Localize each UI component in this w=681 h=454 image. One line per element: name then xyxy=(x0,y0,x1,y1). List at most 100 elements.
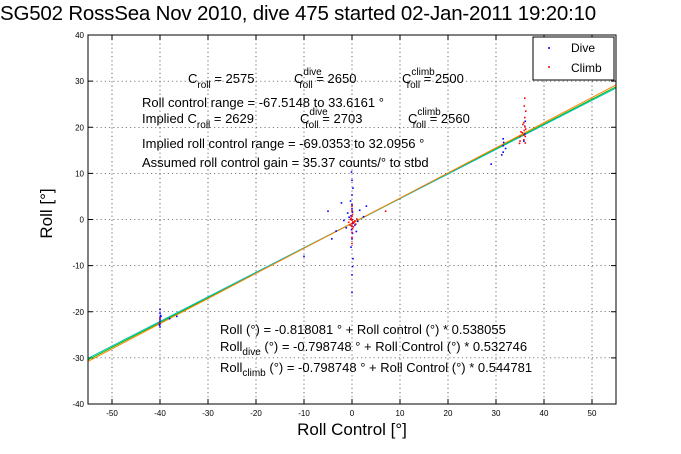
dive-point xyxy=(159,308,161,311)
dive-point xyxy=(168,317,171,320)
annotation-c-roll-dive: Cdive roll = 2650 xyxy=(294,67,356,91)
y-tick-label: 30 xyxy=(75,77,84,86)
dive-point xyxy=(500,154,503,156)
annotation-implied-c-roll: Implied Croll = 2629 xyxy=(142,111,254,131)
climb-point xyxy=(523,105,526,107)
annotation-base: Implied C xyxy=(142,111,197,126)
climb-point xyxy=(524,142,527,144)
dive-point xyxy=(365,205,368,207)
dive-point xyxy=(502,151,504,153)
climb-point xyxy=(523,129,526,132)
dive-point xyxy=(159,316,161,319)
dive-point xyxy=(331,238,333,240)
climb-point xyxy=(350,217,352,219)
dive-point xyxy=(351,265,354,268)
grid-lines xyxy=(88,35,616,404)
plot-frame xyxy=(87,34,617,405)
annotation-superscript: dive xyxy=(309,107,328,118)
annotation-assumed-gain: Assumed roll control gain = 35.37 counts… xyxy=(142,155,429,170)
climb-point xyxy=(352,226,355,228)
annotation-superscript: climb xyxy=(411,67,435,78)
climb-point xyxy=(524,125,526,128)
dive-point xyxy=(303,255,305,258)
y-axis-ticks: -40 -30 -20 -10 0 10 20 30 40 xyxy=(72,31,616,409)
dive-point xyxy=(354,224,356,226)
y-tick-label: -40 xyxy=(72,400,84,409)
dive-point xyxy=(351,238,353,240)
x-axis-ticks: -50 -40 -30 -20 -10 0 10 20 30 40 50 xyxy=(106,35,597,418)
y-axis-label: Roll [°] xyxy=(37,188,56,238)
annotations: Croll = 2575 Cdive roll = 2650 Cclimb roll… xyxy=(142,67,532,379)
dive-point xyxy=(351,274,353,276)
annotation-implied-c-roll-dive: Cdive roll = 2703 xyxy=(300,107,362,131)
dive-point xyxy=(352,187,354,189)
dive-point xyxy=(502,144,504,147)
annotation-value: = 2650 xyxy=(313,71,357,86)
annotation-value: (°) = -0.798748 ° + Roll Control (°) * 0… xyxy=(266,360,532,375)
data-points xyxy=(158,97,527,328)
annotation-c-roll-climb: Cclimb roll = 2500 xyxy=(402,67,464,91)
dive-point xyxy=(524,133,526,135)
climb-point xyxy=(352,221,354,223)
climb-point xyxy=(521,131,524,134)
y-tick-label: -10 xyxy=(72,262,84,271)
climb-point xyxy=(349,218,352,221)
annotation-superscript: dive xyxy=(303,67,322,78)
climb-point xyxy=(523,121,525,124)
y-tick-label: 0 xyxy=(80,216,85,225)
x-tick-label: 50 xyxy=(588,409,597,418)
annotation-implied-range: Implied roll control range = -69.0353 to… xyxy=(142,136,424,151)
dive-point xyxy=(160,315,162,318)
climb-point xyxy=(158,322,161,324)
climb-point xyxy=(524,135,527,138)
dive-point xyxy=(159,314,162,317)
dive-point xyxy=(346,212,349,214)
annotation-base: C xyxy=(408,111,417,126)
climb-point xyxy=(353,221,355,224)
dive-point xyxy=(351,291,353,294)
climb-point xyxy=(351,242,353,245)
dive-point xyxy=(352,222,354,224)
dive-point xyxy=(356,220,359,223)
annotation-subscript: roll xyxy=(197,80,210,91)
annotation-roll-control-range: Roll control range = -67.5148 to 33.6161… xyxy=(142,95,384,110)
climb-point xyxy=(522,123,524,126)
legend: Dive Climb xyxy=(532,36,615,81)
climb-point xyxy=(524,128,527,130)
dive-point xyxy=(502,141,505,144)
annotation-subscript: roll xyxy=(413,120,426,131)
x-tick-label: 20 xyxy=(444,409,453,418)
dive-point xyxy=(159,312,161,314)
dive-point xyxy=(523,140,525,142)
dive-point xyxy=(502,137,504,140)
annotation-subscript: roll xyxy=(299,80,312,91)
dive-point xyxy=(358,209,361,212)
dive-point xyxy=(355,230,358,233)
climb-point xyxy=(524,110,527,112)
annotation-value: = 2560 xyxy=(426,111,470,126)
climb-point xyxy=(523,134,525,136)
dive-point xyxy=(343,219,345,222)
dive-point xyxy=(348,216,350,218)
climb-point xyxy=(384,210,387,212)
annotation-value: = 2575 xyxy=(211,71,255,86)
climb-point xyxy=(523,138,525,141)
climb-point xyxy=(349,224,351,226)
x-tick-label: -30 xyxy=(202,409,214,418)
climb-point xyxy=(351,222,353,225)
annotation-base: C xyxy=(300,111,309,126)
climb-point xyxy=(351,209,353,212)
climb-point xyxy=(159,317,161,320)
dive-point xyxy=(351,211,354,213)
legend-dive-label: Dive xyxy=(571,41,595,55)
legend-dive-marker xyxy=(548,47,550,49)
dive-point xyxy=(351,203,353,206)
legend-climb-marker xyxy=(548,66,550,68)
climb-point xyxy=(524,116,526,119)
climb-point xyxy=(356,218,358,220)
annotation-fit-equation: Roll (°) = -0.818081 ° + Roll control (°… xyxy=(220,322,506,337)
annotation-value: = 2629 xyxy=(210,111,254,126)
dive-point xyxy=(350,228,353,231)
dive-point xyxy=(350,171,353,173)
dive-point xyxy=(159,320,161,322)
